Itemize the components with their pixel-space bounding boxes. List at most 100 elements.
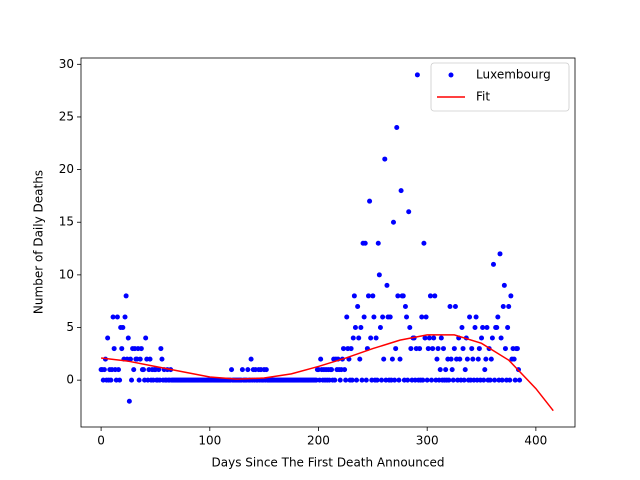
data-point (375, 240, 381, 246)
data-point (475, 356, 481, 362)
data-point (362, 240, 368, 246)
data-point (348, 346, 354, 352)
data-point (387, 314, 393, 320)
data-point (354, 377, 360, 383)
data-point (376, 272, 382, 278)
data-point (126, 398, 132, 404)
data-point (350, 335, 356, 341)
data-point (487, 377, 493, 383)
data-point (398, 188, 404, 194)
data-point (461, 377, 467, 383)
data-point (229, 367, 235, 373)
data-point (140, 367, 146, 373)
data-point (481, 377, 487, 383)
data-point (452, 303, 458, 309)
data-point (111, 346, 117, 352)
data-point (357, 356, 363, 362)
data-point (482, 367, 488, 373)
data-point (136, 377, 142, 383)
data-point (397, 356, 403, 362)
x-tick-label: 300 (416, 434, 439, 448)
data-point (377, 325, 383, 331)
data-point (490, 261, 496, 267)
data-point (432, 293, 438, 299)
data-point (464, 356, 470, 362)
data-point (101, 367, 107, 373)
data-point (424, 377, 430, 383)
data-point (373, 335, 379, 341)
data-point (342, 367, 348, 373)
plot-area (98, 72, 554, 412)
data-point (129, 377, 135, 383)
data-point (425, 346, 431, 352)
data-point (392, 377, 398, 383)
data-point (143, 335, 149, 341)
data-point (420, 377, 426, 383)
data-point (159, 356, 165, 362)
data-point (349, 377, 355, 383)
data-point (449, 367, 455, 373)
data-point (156, 367, 162, 373)
data-point (138, 346, 144, 352)
data-point (450, 377, 456, 383)
data-point (158, 346, 164, 352)
data-point (448, 356, 454, 362)
data-point (337, 377, 343, 383)
data-point (402, 303, 408, 309)
data-point (511, 356, 517, 362)
data-point (114, 314, 120, 320)
data-point (476, 346, 482, 352)
data-point (423, 314, 429, 320)
data-point (431, 335, 437, 341)
data-point (426, 335, 432, 341)
data-point (417, 346, 423, 352)
data-point (492, 377, 498, 383)
x-tick-label: 400 (524, 434, 547, 448)
data-point (351, 293, 357, 299)
x-tick-label: 200 (307, 434, 330, 448)
data-point (404, 314, 410, 320)
data-point (379, 377, 385, 383)
data-point (484, 325, 490, 331)
y-tick-label: 30 (59, 57, 74, 71)
data-point (489, 335, 495, 341)
y-tick-label: 5 (66, 320, 74, 334)
data-point (361, 314, 367, 320)
y-axis-label: Number of Daily Deaths (32, 170, 46, 314)
data-point (497, 251, 503, 257)
data-point (370, 293, 376, 299)
data-point (467, 314, 473, 320)
x-axis-label: Days Since The First Death Announced (212, 456, 445, 470)
axes-frame (80, 57, 576, 428)
data-point (480, 325, 486, 331)
data-point (460, 346, 466, 352)
data-point (122, 314, 128, 320)
data-point (451, 346, 457, 352)
data-point (472, 325, 478, 331)
data-point (514, 346, 520, 352)
data-point (248, 356, 254, 362)
data-point (384, 282, 390, 288)
data-point (408, 346, 414, 352)
data-point (125, 335, 131, 341)
data-point (501, 282, 507, 288)
data-point (457, 356, 463, 362)
data-point (123, 293, 129, 299)
data-point (374, 377, 380, 383)
data-point (131, 367, 137, 373)
data-point (365, 293, 371, 299)
y-tick-label: 25 (59, 109, 74, 123)
data-point (405, 377, 411, 383)
data-point (414, 72, 420, 78)
data-point (108, 377, 114, 383)
data-point (407, 325, 413, 331)
data-point (419, 314, 425, 320)
data-point (389, 356, 395, 362)
y-tick-label: 10 (59, 267, 74, 281)
data-point (395, 293, 401, 299)
data-point (498, 335, 504, 341)
data-point (400, 293, 406, 299)
data-point (505, 325, 511, 331)
data-point (473, 314, 479, 320)
